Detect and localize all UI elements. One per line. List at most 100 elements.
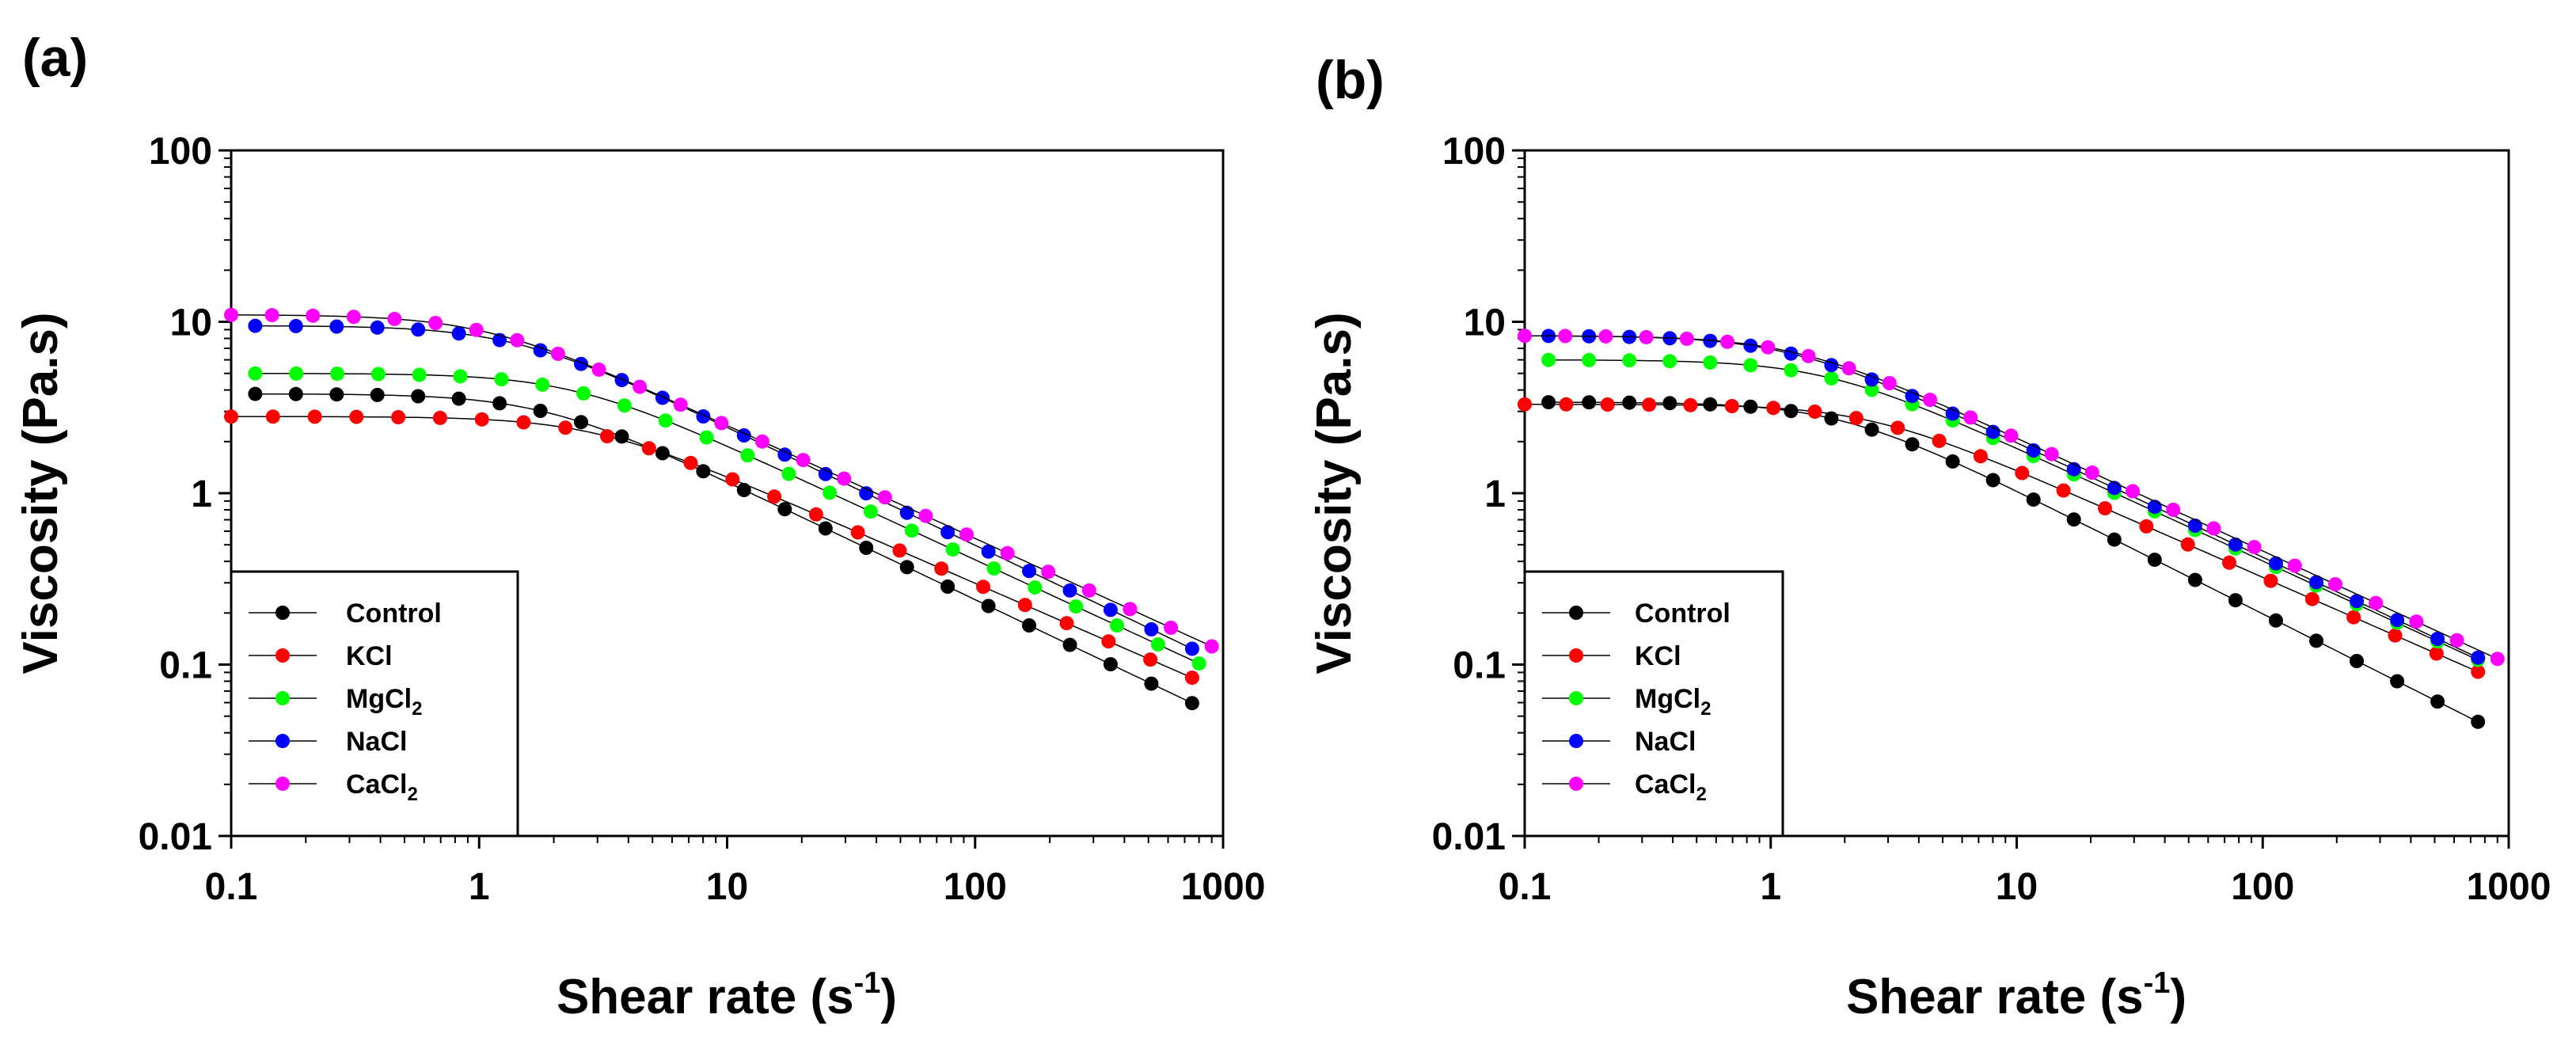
data-point	[1204, 639, 1219, 654]
data-point	[850, 525, 865, 540]
data-point	[1923, 393, 1937, 408]
legend-marker	[1569, 648, 1583, 663]
legend-entry: KCl	[1542, 641, 1681, 671]
data-point	[818, 521, 833, 536]
data-point	[535, 377, 550, 392]
data-point	[696, 409, 711, 424]
y-axis-title-a: Viscosity (Pa.s)	[13, 312, 68, 674]
data-point	[1164, 620, 1179, 635]
legend-marker	[275, 691, 290, 705]
x-tick-label: 1000	[1181, 866, 1266, 908]
data-point	[2056, 483, 2071, 498]
data-point	[1598, 329, 1613, 344]
data-point	[2287, 558, 2302, 573]
data-point	[1000, 545, 1015, 560]
data-point	[877, 490, 892, 505]
data-point	[1985, 424, 2000, 439]
x-axis-title-sup: -1	[2144, 967, 2171, 1000]
data-point	[1110, 618, 1124, 633]
legend-entries-b: Control KCl MgCl2 NaCl CaCl2	[1542, 598, 1731, 805]
data-point	[2026, 492, 2041, 507]
data-point	[2429, 646, 2444, 661]
data-point	[1864, 372, 1879, 387]
panel-a: (a) 0.1 1 10 100 1000 0.01 0.1 1 10 100 …	[13, 28, 1265, 1024]
data-point	[986, 561, 1001, 576]
data-point	[1184, 641, 1199, 656]
data-point	[307, 409, 322, 424]
data-point	[2268, 556, 2283, 571]
data-point	[411, 322, 426, 337]
data-point	[2346, 610, 2361, 625]
data-point	[1720, 334, 1734, 349]
x-axis-title-b: Shear rate (s-1)	[1846, 967, 2187, 1024]
legend-entry: Control	[1542, 598, 1731, 629]
data-point	[633, 379, 648, 394]
data-point	[2471, 664, 2486, 679]
data-point	[736, 483, 751, 497]
data-point	[591, 362, 606, 377]
data-point	[494, 372, 509, 387]
data-point	[777, 447, 792, 462]
data-point	[981, 544, 996, 559]
data-point	[2206, 521, 2221, 536]
legend-marker	[275, 734, 290, 748]
data-point	[2126, 484, 2140, 499]
data-point	[492, 396, 507, 411]
y-tick-label: 100	[1442, 131, 1506, 173]
legend-entry: CaCl2	[1542, 769, 1707, 805]
series-CaCl2	[1518, 329, 2505, 667]
data-point	[1184, 671, 1199, 686]
data-point	[474, 412, 489, 427]
data-point	[1642, 397, 1657, 412]
legend-entry: Control	[249, 598, 442, 629]
data-point	[808, 507, 823, 522]
data-point	[1848, 411, 1864, 426]
data-point	[2139, 519, 2154, 534]
data-point	[289, 366, 304, 381]
legend-label-sub: 2	[1700, 698, 1711, 720]
data-point	[306, 308, 321, 323]
data-point	[370, 387, 385, 402]
data-point	[976, 579, 990, 595]
data-point	[859, 541, 874, 555]
data-point	[1081, 583, 1096, 598]
data-point	[904, 523, 919, 538]
series-MgCl2	[248, 366, 1206, 671]
data-point	[1639, 329, 1654, 344]
x-axis-title-sup: -1	[854, 967, 881, 1000]
data-point	[288, 386, 303, 401]
data-point	[1559, 397, 1574, 412]
legend-label: MgCl2	[1635, 684, 1711, 720]
y-tick-label: 0.01	[139, 816, 212, 858]
y-tick-label: 100	[149, 131, 212, 173]
legend-label-base: MgCl	[1635, 684, 1700, 714]
data-point	[940, 525, 956, 540]
data-point	[329, 319, 344, 334]
data-point	[892, 543, 907, 558]
data-point	[248, 318, 263, 333]
data-point	[329, 387, 344, 402]
data-point	[1022, 618, 1036, 633]
data-point	[2187, 519, 2202, 533]
data-point	[658, 413, 673, 428]
data-point	[224, 409, 238, 424]
data-point	[2304, 591, 2320, 606]
data-point	[863, 504, 878, 519]
data-point	[823, 485, 838, 500]
data-point	[412, 367, 427, 382]
data-point	[781, 466, 796, 481]
data-point	[818, 466, 833, 481]
data-point	[1541, 395, 1556, 410]
data-point	[2350, 594, 2364, 609]
data-point	[1945, 454, 1960, 469]
data-point	[1662, 396, 1677, 411]
y-tick-label: 0.1	[1453, 645, 1506, 687]
data-point	[224, 307, 238, 322]
legend-label-base: Control	[346, 598, 442, 629]
data-point	[2309, 575, 2323, 590]
legend-marker	[275, 648, 290, 663]
legend-marker	[1569, 691, 1583, 705]
series-layer-a	[224, 307, 1219, 711]
data-point	[1600, 397, 1615, 412]
x-tick-label: 100	[2231, 866, 2294, 908]
